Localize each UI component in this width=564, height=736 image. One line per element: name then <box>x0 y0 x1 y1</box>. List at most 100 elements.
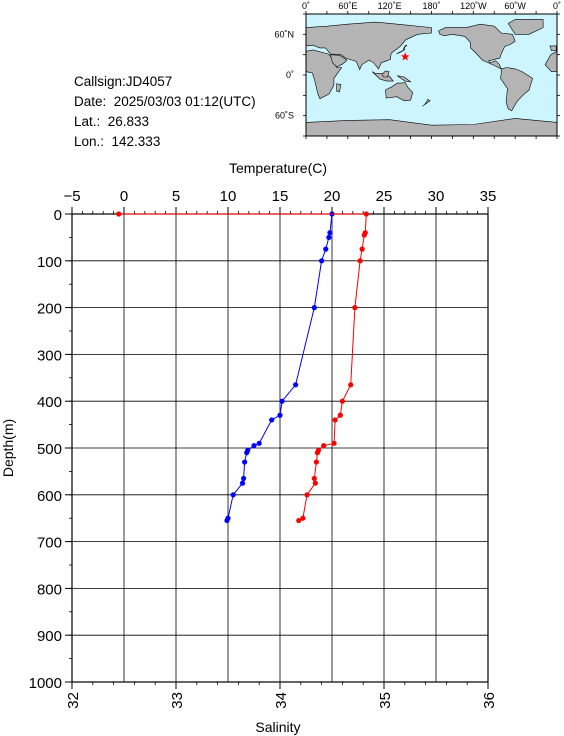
madagascar-land <box>336 83 342 93</box>
map-lon-label: 60˚E <box>338 1 357 11</box>
map-lon-label: 0˚ <box>302 1 310 11</box>
map-lat-label: 60˚S <box>275 111 294 121</box>
salinity-point <box>313 459 319 465</box>
map-lon-label: 60˚W <box>504 1 526 11</box>
salinity-tick-label: 36 <box>481 692 498 709</box>
location-map: 0˚ 60˚E 120˚E 180˚ 120˚W 60˚W 0˚ 60˚N 0˚ 60˚S <box>274 1 561 139</box>
temperature-tick-label: 15 <box>272 188 289 205</box>
temperature-tick-label: 20 <box>324 188 341 205</box>
map-lon-label: 120˚E <box>378 1 402 11</box>
data-series <box>116 211 369 524</box>
salinity-point <box>314 450 321 456</box>
station-info: Callsign:JD4057 Date: 2025/03/03 01:12(U… <box>74 72 256 152</box>
depth-tick-label: 1000 <box>29 675 62 692</box>
temperature-tick-label: 10 <box>220 188 237 205</box>
salinity-point <box>331 440 337 446</box>
salinity-tick-label: 34 <box>273 692 290 709</box>
indonesia-land <box>371 71 394 82</box>
salinity-point <box>359 246 365 252</box>
south-america-land <box>500 67 533 112</box>
top-axis-title: Temperature(C) <box>229 160 327 176</box>
depth-tick-label: 900 <box>37 628 62 645</box>
depth-tick-label: 200 <box>37 301 62 318</box>
depth-tick-label: 300 <box>37 347 62 364</box>
depth-tick-label: 800 <box>37 581 62 598</box>
temperature-point <box>277 412 283 418</box>
temperature-tick-label: −5 <box>63 188 80 205</box>
temperature-point <box>242 459 248 465</box>
salinity-point <box>348 382 354 388</box>
salinity-point <box>337 412 343 418</box>
depth-tick-label: 500 <box>37 441 62 458</box>
temperature-tick-label: 5 <box>172 188 180 205</box>
salinity-tick-label: 35 <box>377 692 394 709</box>
temperature-profile-line <box>226 213 333 521</box>
temperature-point <box>279 398 285 404</box>
temperature-point <box>327 230 333 236</box>
temperature-point <box>326 234 332 240</box>
salinity-point <box>296 517 302 524</box>
salinity-tick-label: 32 <box>65 692 82 709</box>
salinity-point <box>363 211 369 217</box>
salinity-tick-label: 33 <box>169 692 186 709</box>
temperature-point <box>251 443 257 449</box>
japan-land <box>396 44 408 55</box>
longitude-text: Lon.: 142.333 <box>74 134 161 149</box>
temperature-point <box>311 305 317 311</box>
depth-tick-label: 100 <box>37 254 62 271</box>
salinity-point <box>304 492 310 498</box>
map-lon-label: 0˚ <box>553 1 561 11</box>
y-axis-title: Depth(m) <box>0 419 16 477</box>
map-lon-label: 120˚W <box>460 1 487 11</box>
latitude-text: Lat.: 26.833 <box>74 114 150 129</box>
salinity-point <box>300 515 306 521</box>
depth-tick-label: 400 <box>37 394 62 411</box>
iberia-land <box>549 45 557 51</box>
temperature-point <box>323 246 329 252</box>
salinity-point <box>352 305 358 311</box>
map-lat-label: 60˚N <box>274 29 294 39</box>
eurasia-land <box>305 21 432 71</box>
newguinea-land <box>397 75 412 83</box>
temperature-tick-label: 0 <box>120 188 128 205</box>
temperature-point <box>269 417 275 423</box>
salinity-point <box>312 480 318 486</box>
salinity-point <box>357 258 363 264</box>
map-land <box>305 19 558 137</box>
profile-chart: −5 0 5 10 15 20 25 30 35010020030040050060070080… <box>0 160 498 735</box>
map-labels: 0˚ 60˚E 120˚E 180˚ 120˚W 60˚W 0˚ 60˚N 0˚ 60˚S <box>274 1 561 121</box>
salinity-profile-line <box>118 213 367 521</box>
temperature-tick-label: 30 <box>428 188 445 205</box>
station-star-marker <box>401 52 410 61</box>
temperature-point <box>230 492 236 498</box>
greenland-land <box>507 19 544 35</box>
temperature-tick-label: 35 <box>480 188 497 205</box>
salinity-point <box>361 232 367 238</box>
depth-tick-label: 0 <box>54 207 62 224</box>
newzealand-land <box>422 98 431 107</box>
map-lon-label: 180˚ <box>422 1 440 11</box>
chart-grid <box>72 214 488 682</box>
temperature-point <box>293 382 299 388</box>
australia-land <box>385 82 414 102</box>
depth-tick-label: 700 <box>37 535 62 552</box>
temperature-point <box>241 475 247 482</box>
salinity-point <box>332 417 338 423</box>
north-america-land <box>438 23 516 70</box>
axis-tick-labels: −5 0 5 10 15 20 25 30 35010020030040050060070080… <box>29 188 498 709</box>
temperature-point <box>244 450 250 456</box>
temperature-point <box>239 480 246 486</box>
salinity-point <box>339 398 345 404</box>
borneo-land <box>381 70 390 78</box>
salinity-point <box>321 443 327 449</box>
map-frame <box>303 11 560 139</box>
map-lat-label: 0˚ <box>286 70 294 80</box>
temperature-tick-label: 25 <box>376 188 393 205</box>
temperature-point <box>224 517 230 524</box>
date-text: Date: 2025/03/03 01:12(UTC) <box>74 94 256 109</box>
x-axis-title: Salinity <box>255 719 300 735</box>
arabia-land <box>330 54 348 68</box>
temperature-point <box>256 440 262 446</box>
callsign-text: Callsign:JD4057 <box>74 74 173 89</box>
